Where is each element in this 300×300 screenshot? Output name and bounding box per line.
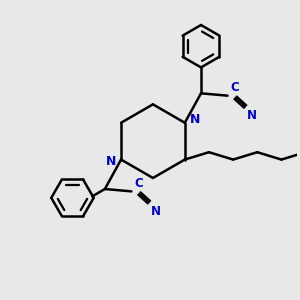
Text: N: N xyxy=(190,113,200,126)
Text: C: C xyxy=(230,81,239,94)
Text: N: N xyxy=(151,205,160,218)
Text: N: N xyxy=(105,154,116,167)
Text: N: N xyxy=(247,109,257,122)
Text: C: C xyxy=(134,177,143,190)
